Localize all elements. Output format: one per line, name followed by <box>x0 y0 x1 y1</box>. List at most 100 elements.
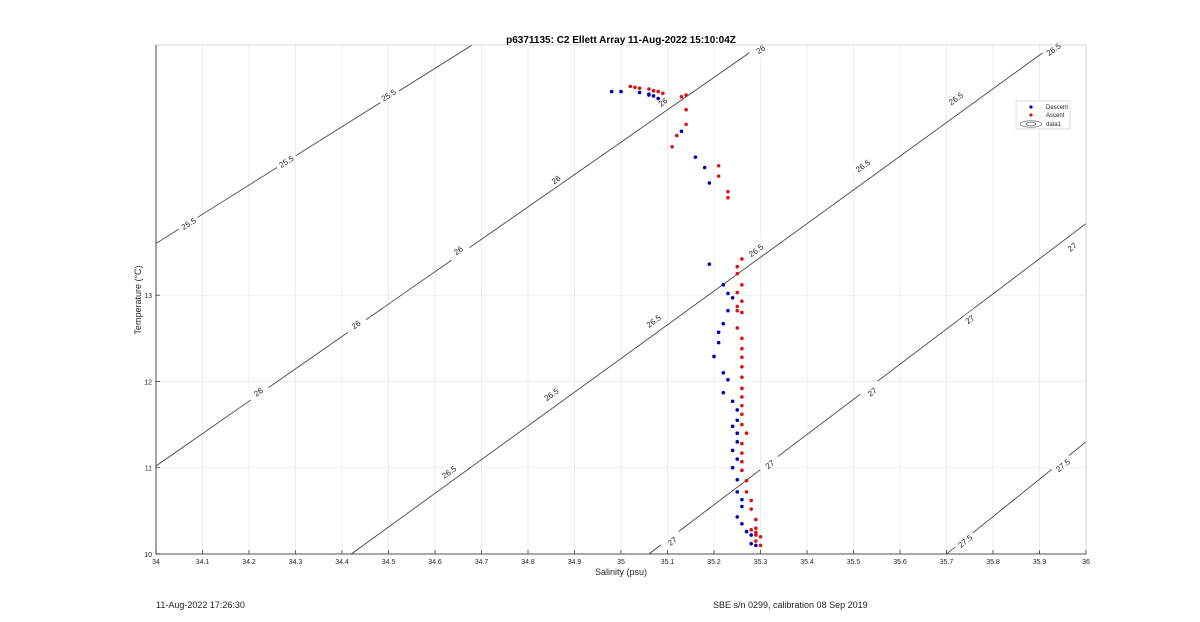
x-tick-label: 34 <box>152 559 160 566</box>
isopycnal-label-bg <box>952 529 978 553</box>
legend-contour-icon-inner <box>1025 122 1037 126</box>
isopycnal-label: 26 <box>650 90 676 114</box>
isopycnal-label-bg <box>1050 453 1076 477</box>
ascent-point <box>684 122 688 127</box>
isopycnal-label-bg <box>538 383 564 406</box>
x-tick-label: 34.8 <box>521 559 535 566</box>
ascent-point <box>754 526 758 530</box>
ascent-point <box>749 498 753 503</box>
ascent-point <box>735 271 740 276</box>
y-axis-label: Temperature (°C) <box>133 265 143 334</box>
isopycnal-label-bg <box>659 529 685 553</box>
descent-point <box>707 181 712 185</box>
isopycnal-label: 26 <box>445 239 471 262</box>
grid-lines <box>155 45 1087 555</box>
footer-calibration: SBE s/n 0299, calibration 08 Sep 2019 <box>713 600 868 610</box>
ascent-point <box>637 86 642 90</box>
isopycnal-label-bg <box>850 154 876 178</box>
ascent-point <box>735 308 740 313</box>
ascent-point <box>754 539 758 543</box>
descent-point <box>721 371 726 375</box>
descent-point <box>726 377 730 382</box>
descent-point <box>707 262 712 266</box>
ascent-point <box>740 364 744 369</box>
x-tick-label: 34.2 <box>242 559 256 566</box>
x-tick-label: 35.4 <box>800 559 814 566</box>
descent-point <box>721 321 726 326</box>
descent-point <box>716 330 721 335</box>
x-tick-label: 35.8 <box>986 559 1000 566</box>
isopycnal-label-bg <box>859 380 885 404</box>
descent-point <box>726 308 730 313</box>
y-tick-label: 12 <box>144 379 152 386</box>
descent-point <box>712 354 716 359</box>
ascent-point <box>726 195 730 200</box>
x-tick-label: 35.3 <box>754 559 768 566</box>
isopycnal-label: 27 <box>757 452 783 476</box>
ascent-point <box>675 133 679 138</box>
isopycnal-label: 27 <box>659 529 685 553</box>
x-tick-label: 35.5 <box>847 559 861 566</box>
ascent-point <box>670 145 674 149</box>
isopycnal-label-bg <box>743 239 769 262</box>
y-tick-label: 10 <box>144 552 152 559</box>
x-tick-label: 34.4 <box>335 559 349 566</box>
ascent-point <box>716 174 721 178</box>
ascent-point <box>633 85 637 90</box>
isopycnal-label-bg <box>641 309 666 333</box>
ascent-point <box>651 88 656 93</box>
isopycnal-label-bg <box>650 90 676 114</box>
legend-marker-descent <box>1029 105 1033 109</box>
isopycnal-line <box>351 44 1054 555</box>
descent-point <box>735 490 740 494</box>
isopycnal-label-bg <box>543 168 569 191</box>
isopycnal-label: 26 <box>543 168 569 191</box>
isopycnal-label-bg <box>1041 37 1066 61</box>
isopycnal-label: 27 <box>859 380 885 404</box>
isopycnal-label: 26 <box>343 313 369 336</box>
descent-point <box>721 283 726 287</box>
ascent-point <box>684 107 688 112</box>
ascent-point <box>740 310 744 315</box>
descent-point <box>754 543 758 548</box>
descent-point <box>735 408 740 412</box>
isopycnal-label-bg <box>757 452 783 476</box>
descent-point <box>730 295 735 300</box>
legend-label-data1: data1 <box>1046 122 1062 128</box>
ascent-point <box>740 375 744 379</box>
isopycnal-label-bg <box>176 212 202 235</box>
descent-point <box>735 457 740 461</box>
descent-point <box>735 440 740 444</box>
legend-label-ascent: Ascent <box>1046 113 1065 119</box>
descent-point <box>619 89 623 94</box>
data-points <box>609 84 763 548</box>
legend-contour-icon-outer <box>1019 120 1043 128</box>
isopycnal-label: 27 <box>1059 235 1085 259</box>
descent-point <box>679 129 684 134</box>
x-tick-label: 35 <box>617 559 625 566</box>
descent-point <box>656 96 660 101</box>
descent-point <box>735 515 740 519</box>
ascent-point <box>740 257 744 261</box>
legend-label-descent: Descent <box>1046 105 1068 111</box>
ascent-point <box>628 84 633 89</box>
descent-point <box>730 448 735 453</box>
isopycnal-label-bg <box>445 239 471 262</box>
x-tick-label: 35.7 <box>940 559 954 566</box>
isopycnal-label: 26 <box>245 380 271 404</box>
descent-point <box>735 478 740 482</box>
isopycnal-label-bg <box>436 460 462 484</box>
ascent-point <box>740 412 744 417</box>
x-tick-label: 34.6 <box>428 559 442 566</box>
y-axis-ticks: 10 11 12 13 <box>144 293 160 559</box>
isopycnal-label: 26 <box>748 38 773 61</box>
ascent-point <box>735 264 740 269</box>
ascent-point <box>661 91 665 96</box>
isopycnal-label-bg <box>748 38 773 61</box>
ascent-point <box>749 507 753 511</box>
ascent-point <box>744 490 749 494</box>
descent-point <box>721 390 726 395</box>
ascent-point <box>758 534 763 539</box>
x-tick-label: 34.5 <box>382 559 396 566</box>
chart-title: p6371135: C2 Ellett Array 11-Aug-2022 15… <box>506 35 736 46</box>
